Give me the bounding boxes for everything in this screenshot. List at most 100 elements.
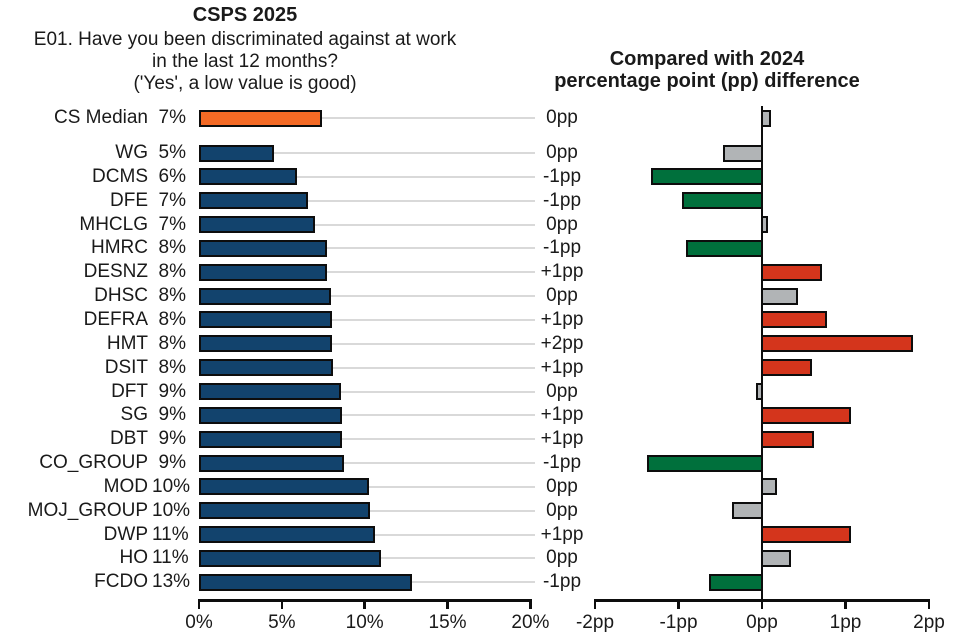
diff-bar bbox=[760, 287, 799, 305]
diff-bar bbox=[760, 526, 851, 544]
row-label: MHCLG bbox=[79, 213, 148, 235]
right-axis-tick bbox=[593, 599, 597, 609]
zero-line bbox=[760, 106, 764, 602]
left-axis-tick bbox=[280, 599, 284, 609]
left-gridline bbox=[199, 414, 535, 417]
diff-bar bbox=[681, 192, 764, 210]
row-value: 13% bbox=[152, 571, 191, 593]
left-panel-subtitle-line-2: in the last 12 months? bbox=[152, 51, 338, 72]
row-diff-label: -1pp bbox=[542, 452, 582, 474]
diff-bar bbox=[650, 168, 764, 186]
right-axis-tick bbox=[677, 599, 680, 609]
left-axis-tick bbox=[363, 599, 366, 609]
row-diff-label: -1pp bbox=[542, 189, 582, 211]
row-diff-label: 0pp bbox=[546, 499, 578, 521]
row-diff-label: 0pp bbox=[546, 142, 578, 163]
score-bar bbox=[199, 573, 412, 591]
row-value: 8% bbox=[158, 332, 186, 354]
right-panel-title-line-2: percentage point (pp) difference bbox=[554, 70, 860, 92]
diff-bar bbox=[731, 502, 764, 520]
left-gridline bbox=[199, 366, 535, 369]
row-label: DBT bbox=[110, 428, 148, 450]
score-bar bbox=[199, 109, 322, 127]
left-gridline bbox=[199, 462, 535, 465]
row-value: 7% bbox=[158, 213, 186, 235]
row-diff-label: 0pp bbox=[546, 380, 578, 402]
row-label: DCMS bbox=[92, 165, 148, 187]
left-gridline bbox=[199, 390, 535, 393]
row-label: MOJ_GROUP bbox=[27, 499, 148, 521]
row-value: 9% bbox=[158, 404, 186, 426]
right-axis-tick-label: -1pp bbox=[659, 612, 698, 633]
score-bar bbox=[199, 502, 370, 520]
diff-bar bbox=[722, 144, 764, 162]
row-diff-label: +1pp bbox=[540, 404, 584, 426]
row-label: HMRC bbox=[91, 237, 148, 259]
diff-bar bbox=[760, 311, 828, 329]
row-value: 5% bbox=[158, 142, 186, 163]
diff-bar bbox=[760, 335, 913, 353]
row-label: DHSC bbox=[94, 285, 148, 307]
row-value: 8% bbox=[158, 285, 186, 307]
right-axis-tick bbox=[927, 599, 931, 609]
left-axis-tick-label: 10% bbox=[345, 612, 384, 633]
row-diff-label: +1pp bbox=[540, 523, 584, 545]
row-value: 7% bbox=[158, 107, 186, 128]
row-label: DFE bbox=[110, 189, 148, 211]
left-gridline bbox=[199, 438, 535, 441]
left-axis-tick-label: 0% bbox=[185, 612, 213, 633]
left-gridline bbox=[199, 342, 535, 345]
row-value: 8% bbox=[158, 261, 186, 283]
score-bar bbox=[199, 430, 343, 448]
left-axis-tick bbox=[446, 599, 449, 609]
row-diff-label: +1pp bbox=[540, 428, 584, 450]
diff-bar bbox=[760, 359, 813, 377]
diff-bar bbox=[760, 406, 851, 424]
row-value: 7% bbox=[158, 189, 186, 211]
right-panel-title-line-1: Compared with 2024 bbox=[609, 48, 805, 70]
left-gridline bbox=[199, 223, 535, 226]
row-label: HO bbox=[119, 547, 149, 569]
left-axis-tick bbox=[529, 599, 532, 609]
row-diff-label: -1pp bbox=[542, 165, 582, 187]
row-diff-label: 0pp bbox=[546, 547, 578, 569]
row-value: 8% bbox=[158, 308, 186, 330]
left-gridline bbox=[199, 295, 535, 298]
row-value: 11% bbox=[152, 547, 189, 569]
row-diff-label: +1pp bbox=[540, 356, 584, 378]
row-label: DWP bbox=[103, 523, 148, 545]
row-diff-label: +1pp bbox=[540, 308, 584, 330]
left-gridline bbox=[199, 247, 535, 250]
row-label: DFT bbox=[111, 380, 148, 402]
row-value: 8% bbox=[158, 356, 186, 378]
left-gridline bbox=[199, 271, 535, 274]
left-panel-subtitle-line-3: ('Yes', a low value is good) bbox=[133, 73, 357, 94]
score-bar bbox=[199, 287, 331, 305]
left-gridline bbox=[199, 117, 535, 119]
score-bar bbox=[199, 335, 333, 353]
score-bar bbox=[199, 263, 328, 281]
row-value: 10% bbox=[152, 475, 191, 497]
row-label: CO_GROUP bbox=[39, 452, 148, 474]
row-diff-label: +2pp bbox=[540, 332, 584, 354]
score-bar bbox=[199, 454, 344, 472]
row-value: 9% bbox=[158, 428, 186, 450]
row-label: DEFRA bbox=[83, 308, 148, 330]
row-label: CS Median bbox=[54, 107, 148, 128]
row-label: DESNZ bbox=[83, 261, 148, 283]
row-value: 6% bbox=[158, 165, 186, 187]
left-axis-tick-label: 15% bbox=[428, 612, 467, 633]
left-gridline bbox=[199, 318, 535, 321]
row-value: 10% bbox=[152, 499, 191, 521]
diff-bar bbox=[709, 573, 764, 591]
row-value: 9% bbox=[158, 380, 186, 402]
diff-bar bbox=[760, 430, 814, 448]
left-gridline bbox=[199, 175, 535, 178]
row-label: MOD bbox=[103, 475, 148, 497]
score-bar bbox=[199, 383, 341, 400]
row-diff-label: -1pp bbox=[542, 237, 582, 259]
left-axis-tick bbox=[197, 599, 201, 609]
score-bar bbox=[199, 406, 342, 424]
score-bar bbox=[199, 192, 309, 210]
